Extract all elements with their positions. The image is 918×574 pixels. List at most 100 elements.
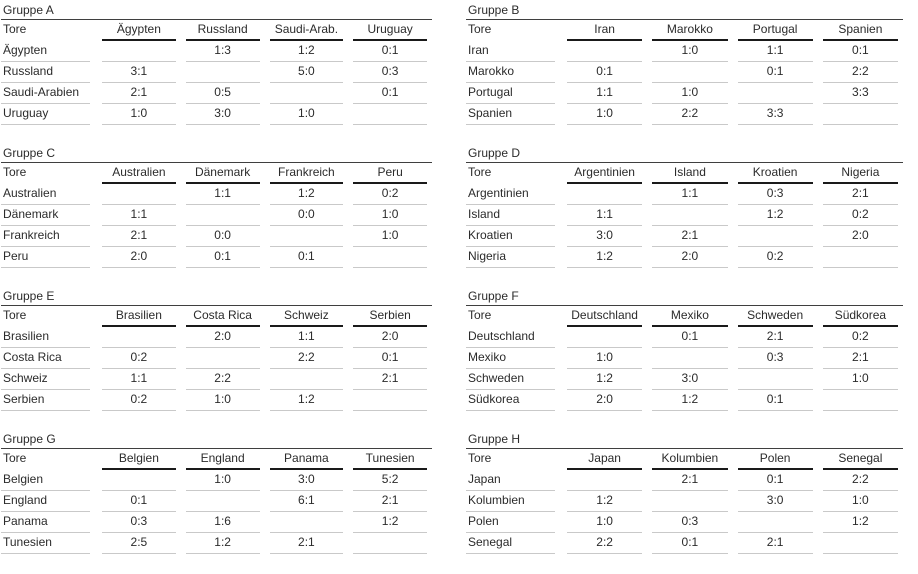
team-column-header: Argentinien: [567, 163, 643, 184]
team-column-header: Deutschland: [567, 306, 643, 327]
team-row: Mexiko 1:0 0:3 2:1: [466, 348, 903, 369]
score-cell: 0:2: [102, 390, 176, 411]
score-cell: 0:1: [567, 62, 643, 83]
team-row: Japan 2:1 0:1 2:2: [466, 470, 903, 491]
team-row-label: Iran: [466, 41, 555, 62]
score-cell: 2:1: [353, 369, 427, 390]
team-row: Belgien 1:0 3:0 5:2: [1, 470, 432, 491]
score-cell: [737, 83, 813, 104]
team-column-header: Australien: [102, 163, 176, 184]
team-column-header: Saudi-Arab.: [269, 20, 344, 41]
score-cell: 0:2: [353, 184, 427, 205]
score-cell: 2:1: [822, 348, 898, 369]
score-cell: 1:2: [185, 533, 260, 554]
team-row: Panama 0:3 1:6 1:2: [1, 512, 432, 533]
group-section: Gruppe E Tore Brasilien Costa Rica Schweiz Se…: [1, 288, 432, 431]
score-cell: 0:1: [737, 390, 813, 411]
score-cell: 0:3: [737, 348, 813, 369]
score-cell: [185, 62, 260, 83]
score-cell: 2:2: [822, 62, 898, 83]
team-column-header: Russland: [185, 20, 260, 41]
team-row: Argentinien 1:1 0:3 2:1: [466, 184, 903, 205]
team-row-label: Ägypten: [1, 41, 90, 62]
team-column-header: Iran: [567, 20, 643, 41]
score-cell: 1:2: [567, 369, 643, 390]
corner-header-tore: Tore: [3, 22, 27, 36]
score-cell: 0:1: [652, 327, 728, 348]
team-column-header: Kroatien: [737, 163, 813, 184]
score-cell: 2:0: [185, 327, 260, 348]
score-cell: 1:0: [567, 104, 643, 125]
score-cell: 0:0: [185, 226, 260, 247]
score-cell: 5:0: [269, 62, 344, 83]
team-column-header: Costa Rica: [185, 306, 260, 327]
score-cell: 3:0: [652, 369, 728, 390]
team-row: Serbien 0:2 1:0 1:2: [1, 390, 432, 411]
group-title: Gruppe B: [466, 2, 903, 20]
score-cell: 3:3: [822, 83, 898, 104]
group-section: Gruppe C Tore Australien Dänemark Frankreich…: [1, 145, 432, 288]
score-cell: 1:0: [822, 369, 898, 390]
score-cell: 2:5: [102, 533, 176, 554]
team-column-header: Belgien: [102, 449, 176, 470]
team-column-header: Uruguay: [353, 20, 427, 41]
team-row: Russland 3:1 5:0 0:3: [1, 62, 432, 83]
team-row: Kolumbien 1:2 3:0 1:0: [466, 491, 903, 512]
team-row-label: Peru: [1, 247, 90, 268]
team-column-header: Frankreich: [269, 163, 344, 184]
team-column-header: Marokko: [652, 20, 728, 41]
score-cell: 1:0: [353, 226, 427, 247]
team-row-label: England: [1, 491, 90, 512]
team-row: Tunesien 2:5 1:2 2:1: [1, 533, 432, 554]
score-cell: 1:1: [567, 83, 643, 104]
team-row-label: Mexiko: [466, 348, 555, 369]
table-header-row: Tore Iran Marokko Portugal Spanien: [466, 20, 903, 41]
team-row: Deutschland 0:1 2:1 0:2: [466, 327, 903, 348]
team-row-label: Deutschland: [466, 327, 555, 348]
team-row-label: Südkorea: [466, 390, 555, 411]
score-cell: [737, 226, 813, 247]
score-cell: 2:1: [652, 226, 728, 247]
score-cell: 1:0: [652, 41, 728, 62]
score-cell: [185, 491, 260, 512]
group-title: Gruppe G: [1, 431, 432, 449]
team-column-header: Schweiz: [269, 306, 344, 327]
team-column-header: Ägypten: [102, 20, 176, 41]
team-column-header: Serbien: [353, 306, 427, 327]
table-header-row: Tore Deutschland Mexiko Schweden Südkorea: [466, 306, 903, 327]
group-section: Gruppe F Tore Deutschland Mexiko Schweden Süd…: [466, 288, 903, 431]
team-row-label: Russland: [1, 62, 90, 83]
score-cell: 1:3: [185, 41, 260, 62]
group-section: Gruppe D Tore Argentinien Island Kroatien Nig…: [466, 145, 903, 288]
score-cell: [652, 491, 728, 512]
score-cell: 0:2: [102, 348, 176, 369]
score-cell: 1:2: [353, 512, 427, 533]
score-cell: 2:0: [353, 327, 427, 348]
corner-header-tore: Tore: [468, 308, 492, 322]
score-cell: 2:1: [269, 533, 344, 554]
score-cell: 2:2: [185, 369, 260, 390]
score-cell: [269, 83, 344, 104]
score-cell: [737, 512, 813, 533]
team-row-label: Japan: [466, 470, 555, 491]
score-cell: 1:6: [185, 512, 260, 533]
team-row: Brasilien 2:0 1:1 2:0: [1, 327, 432, 348]
score-cell: [822, 390, 898, 411]
score-cell: 2:2: [822, 470, 898, 491]
team-row-label: Tunesien: [1, 533, 90, 554]
score-cell: [567, 470, 643, 491]
score-cell: 1:2: [737, 205, 813, 226]
team-column-header: Dänemark: [185, 163, 260, 184]
score-cell: 2:1: [353, 491, 427, 512]
corner-header-tore: Tore: [3, 165, 27, 179]
score-cell: 1:1: [102, 205, 176, 226]
score-cell: 1:2: [269, 390, 344, 411]
score-cell: 1:1: [185, 184, 260, 205]
team-row-label: Nigeria: [466, 247, 555, 268]
table-header-row: Tore Belgien England Panama Tunesien: [1, 449, 432, 470]
team-row: Iran 1:0 1:1 0:1: [466, 41, 903, 62]
team-column-header: Japan: [567, 449, 643, 470]
score-cell: 1:0: [822, 491, 898, 512]
score-cell: 1:0: [102, 104, 176, 125]
team-row-label: Frankreich: [1, 226, 90, 247]
